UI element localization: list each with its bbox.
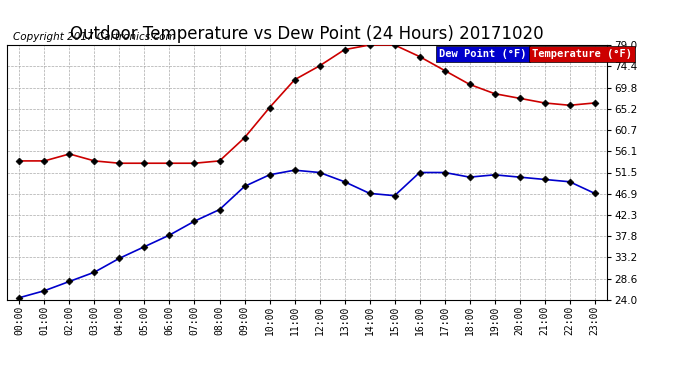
Title: Outdoor Temperature vs Dew Point (24 Hours) 20171020: Outdoor Temperature vs Dew Point (24 Hou…	[70, 26, 544, 44]
Text: Dew Point (°F): Dew Point (°F)	[439, 49, 526, 59]
Text: Temperature (°F): Temperature (°F)	[532, 49, 632, 59]
Text: Copyright 2017 Cartronics.com: Copyright 2017 Cartronics.com	[13, 33, 175, 42]
